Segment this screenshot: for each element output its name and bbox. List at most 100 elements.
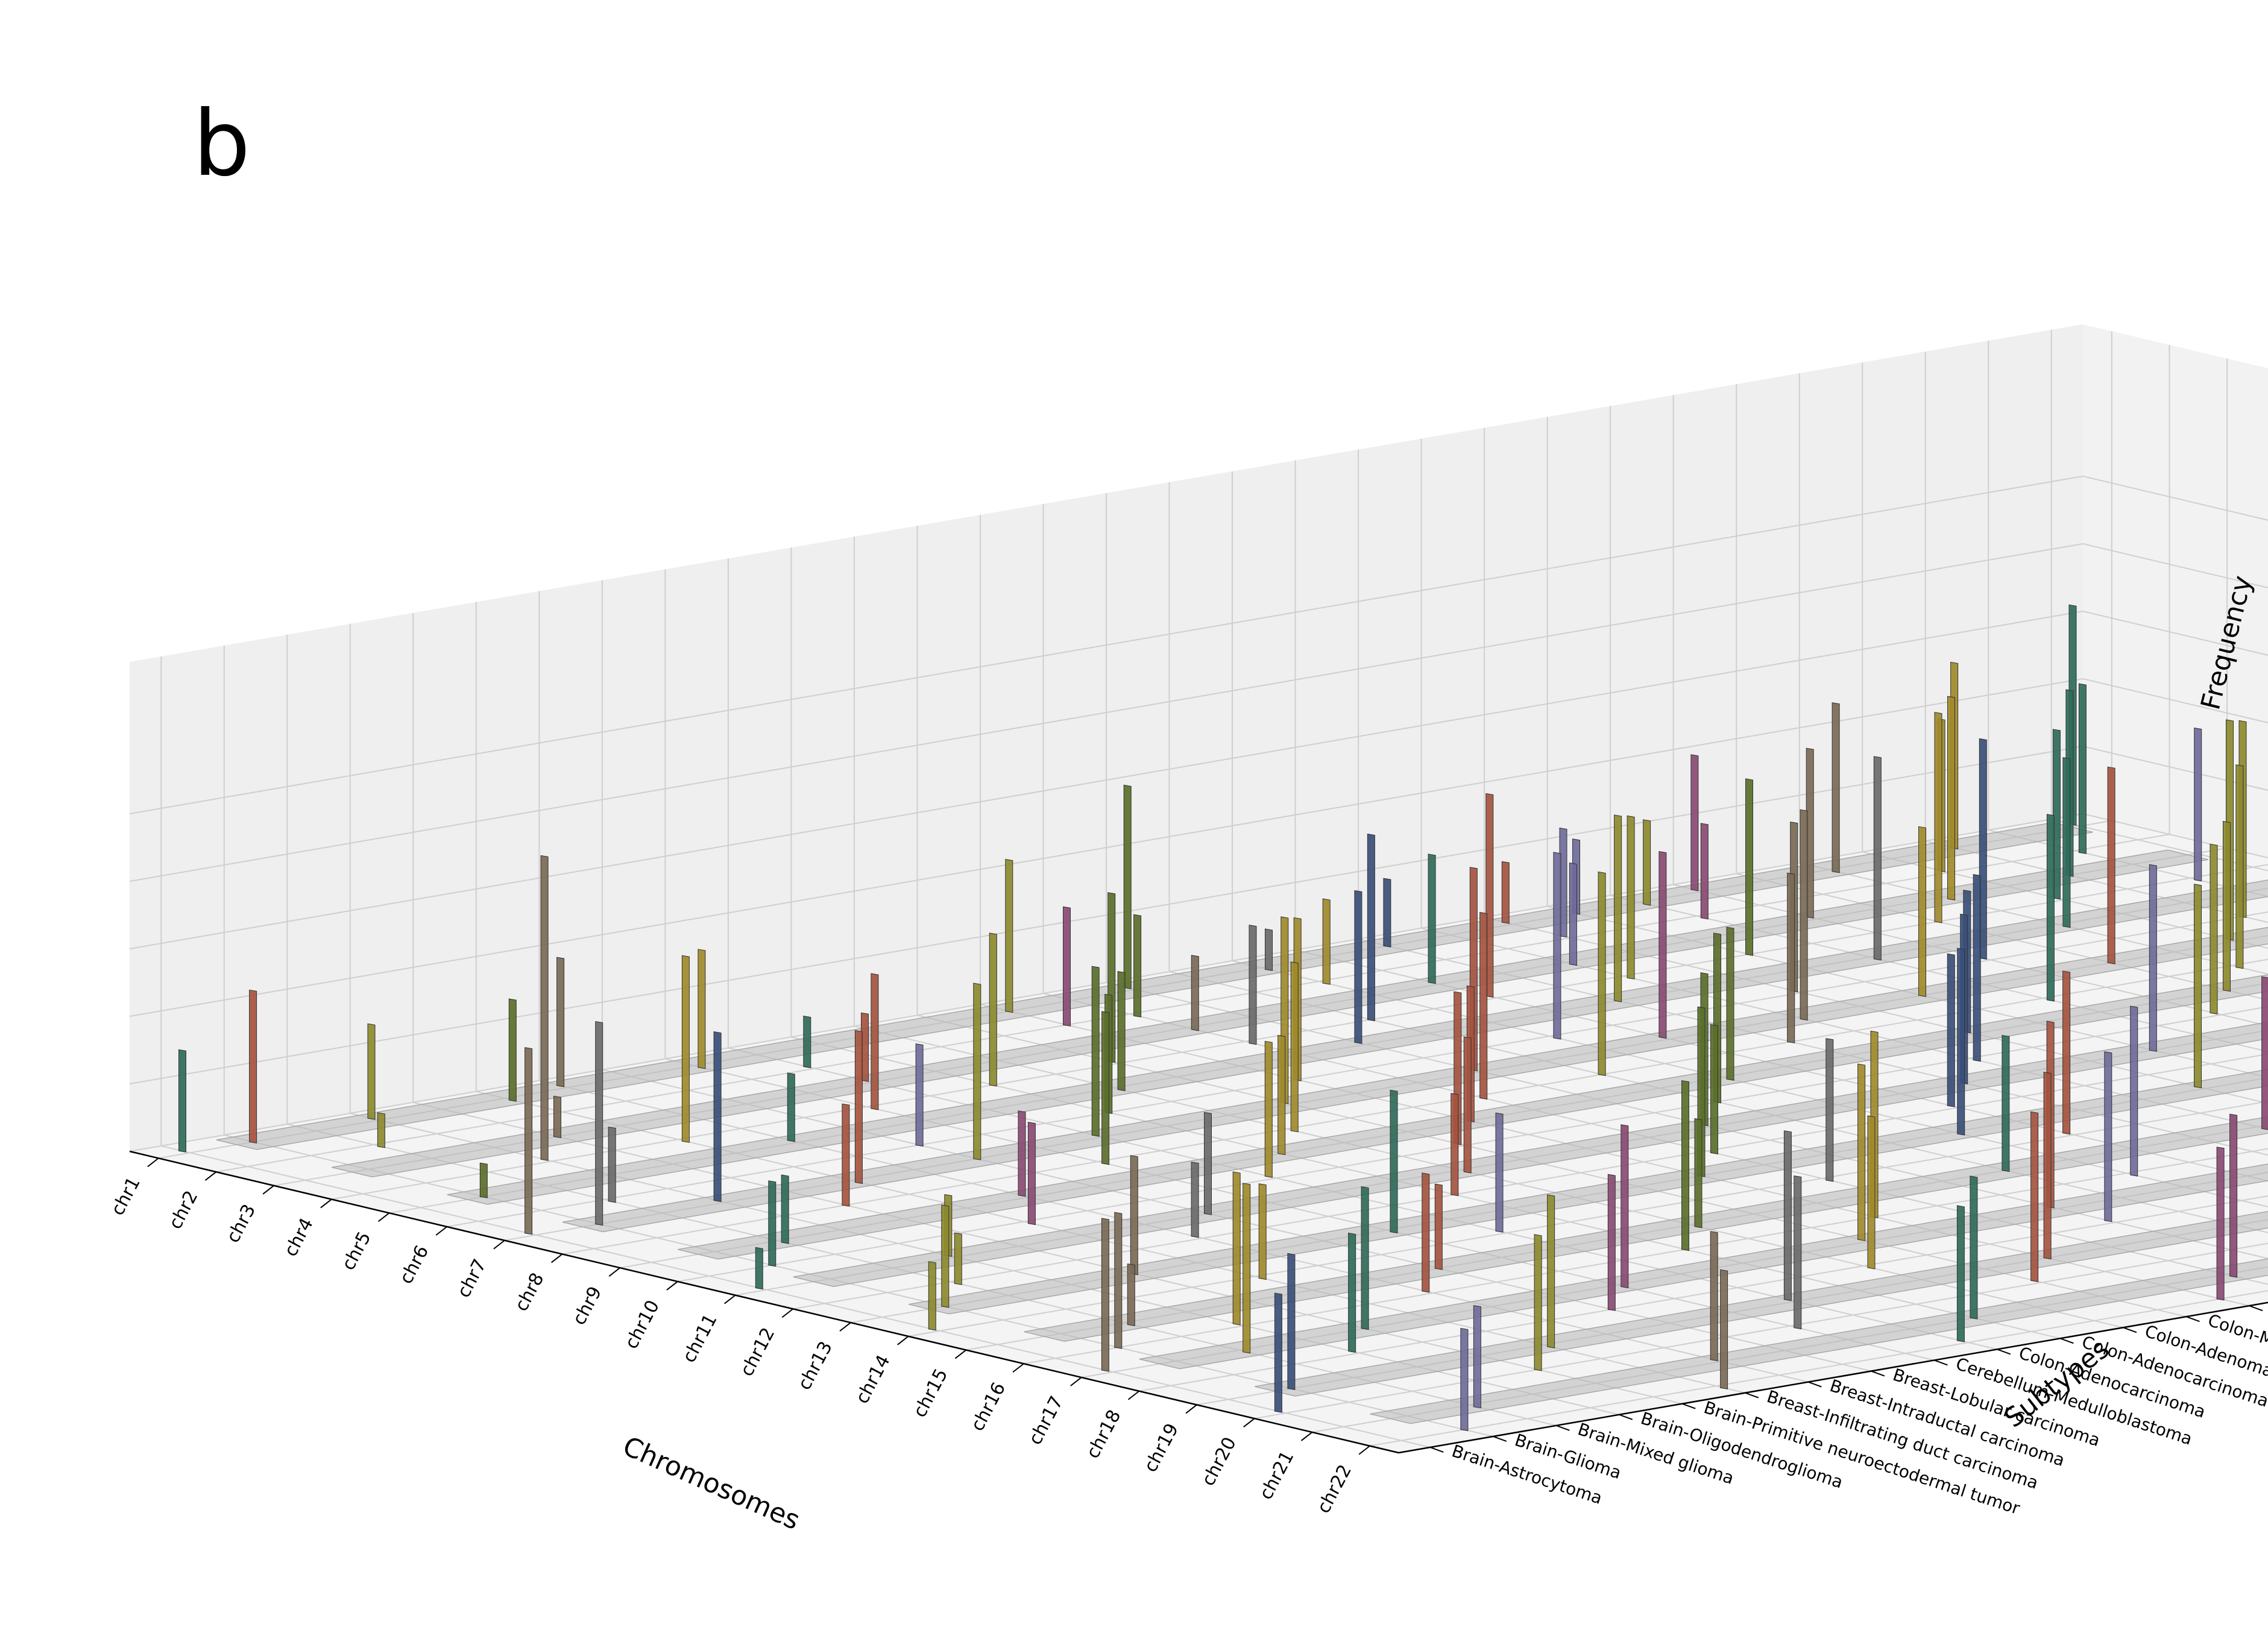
bar	[2223, 820, 2231, 992]
bar	[1495, 1112, 1504, 1233]
y-tick	[1681, 1403, 1696, 1409]
bar	[1710, 1024, 1718, 1154]
bar	[2046, 814, 2055, 1002]
x-tick	[1012, 1363, 1024, 1373]
bar	[608, 1127, 616, 1203]
bar	[1627, 815, 1635, 980]
chromosome-plane	[1370, 1258, 2268, 1424]
x-tick	[1185, 1404, 1197, 1414]
bar	[1265, 928, 1273, 971]
bar	[1460, 1327, 1469, 1432]
bar	[1658, 851, 1667, 1039]
x-tick	[839, 1322, 851, 1332]
bar	[178, 1049, 186, 1153]
chromosome-plane	[1024, 1116, 2268, 1342]
x-tick	[204, 1171, 217, 1181]
bar	[1133, 914, 1142, 1018]
bar	[2062, 757, 2071, 928]
bar	[595, 1021, 603, 1226]
bar	[1873, 756, 1882, 961]
bar	[1956, 1205, 1965, 1342]
chromosome-plane	[1139, 1163, 2268, 1370]
bar	[2229, 1113, 2238, 1278]
bar	[1091, 966, 1100, 1137]
bar	[1857, 1063, 1866, 1241]
bar	[377, 1112, 385, 1148]
bar	[2030, 1111, 2039, 1282]
bar	[1957, 948, 1965, 1136]
x-tick-label: chr14	[851, 1351, 894, 1407]
x-tick	[1127, 1390, 1140, 1400]
x-tick	[493, 1239, 505, 1250]
bar	[954, 1232, 962, 1285]
bar	[803, 1015, 811, 1069]
grid-line-x	[793, 1053, 2268, 1310]
bar	[787, 1072, 795, 1142]
bar	[1383, 878, 1391, 948]
x-tick	[897, 1336, 909, 1345]
grid-line-x	[562, 958, 2268, 1255]
bar	[1934, 712, 1942, 923]
x-tick-label: chr18	[1082, 1406, 1125, 1462]
y-tick	[1997, 1348, 2011, 1355]
grid-line-z	[129, 610, 2268, 949]
y-tick	[1429, 1447, 1444, 1453]
grid-line-x	[331, 864, 2268, 1200]
bar	[1867, 1115, 1876, 1270]
panel-label: b	[193, 92, 250, 197]
bar	[2235, 764, 2244, 969]
bar	[1005, 858, 1013, 1013]
x-tick	[1070, 1377, 1082, 1386]
bar	[1191, 1162, 1199, 1238]
grid-line-x	[1254, 1242, 2268, 1420]
bar	[2194, 884, 2202, 1089]
x-tick-label: chr15	[909, 1365, 952, 1421]
x-tick	[781, 1308, 793, 1318]
y-tick	[2249, 1305, 2263, 1312]
y-tick	[1745, 1392, 1759, 1399]
y-tick	[2123, 1327, 2137, 1333]
grid-line-z	[129, 543, 2268, 882]
bar	[1720, 1269, 1728, 1389]
bar	[1114, 1212, 1123, 1349]
bar	[2216, 1147, 2225, 1301]
bar	[1598, 871, 1606, 1076]
bar	[781, 1174, 789, 1244]
x-tick-label: chr2	[165, 1187, 202, 1233]
x-tick-label: chr9	[569, 1283, 606, 1329]
x-tick-label: chr12	[736, 1324, 779, 1380]
x-tick	[377, 1212, 390, 1222]
bar	[249, 989, 257, 1144]
x-tick-label: chr16	[967, 1379, 1010, 1435]
bar	[1979, 738, 1987, 960]
bar	[1130, 1155, 1138, 1276]
bar	[854, 1030, 863, 1184]
x-tick-label: chr20	[1198, 1434, 1241, 1490]
bar	[2210, 843, 2218, 1015]
bar	[842, 1103, 850, 1207]
bar	[1361, 1186, 1369, 1330]
x-tick	[954, 1349, 967, 1359]
x-tick	[1300, 1432, 1313, 1441]
bar	[1204, 1112, 1212, 1215]
bar	[1191, 955, 1199, 1031]
bar	[1694, 1118, 1703, 1229]
x-tick-label: chr10	[621, 1297, 664, 1352]
x-tick-label: chr21	[1255, 1447, 1298, 1503]
bar	[508, 998, 517, 1102]
bar	[1621, 1124, 1629, 1289]
bar	[1800, 809, 1808, 1021]
bar	[1825, 1038, 1834, 1182]
bar	[1607, 1174, 1616, 1311]
bar	[1534, 1234, 1542, 1371]
bar	[2130, 1005, 2138, 1177]
bar	[1063, 906, 1071, 1027]
bar	[698, 949, 706, 1069]
y-axis-line	[1398, 1301, 2268, 1454]
bar	[1243, 1183, 1251, 1354]
bar	[524, 1047, 533, 1235]
back-wall-pane	[2083, 324, 2268, 858]
bar	[1745, 778, 1753, 956]
y-tick	[2186, 1316, 2200, 1323]
y-tick	[2060, 1338, 2074, 1344]
